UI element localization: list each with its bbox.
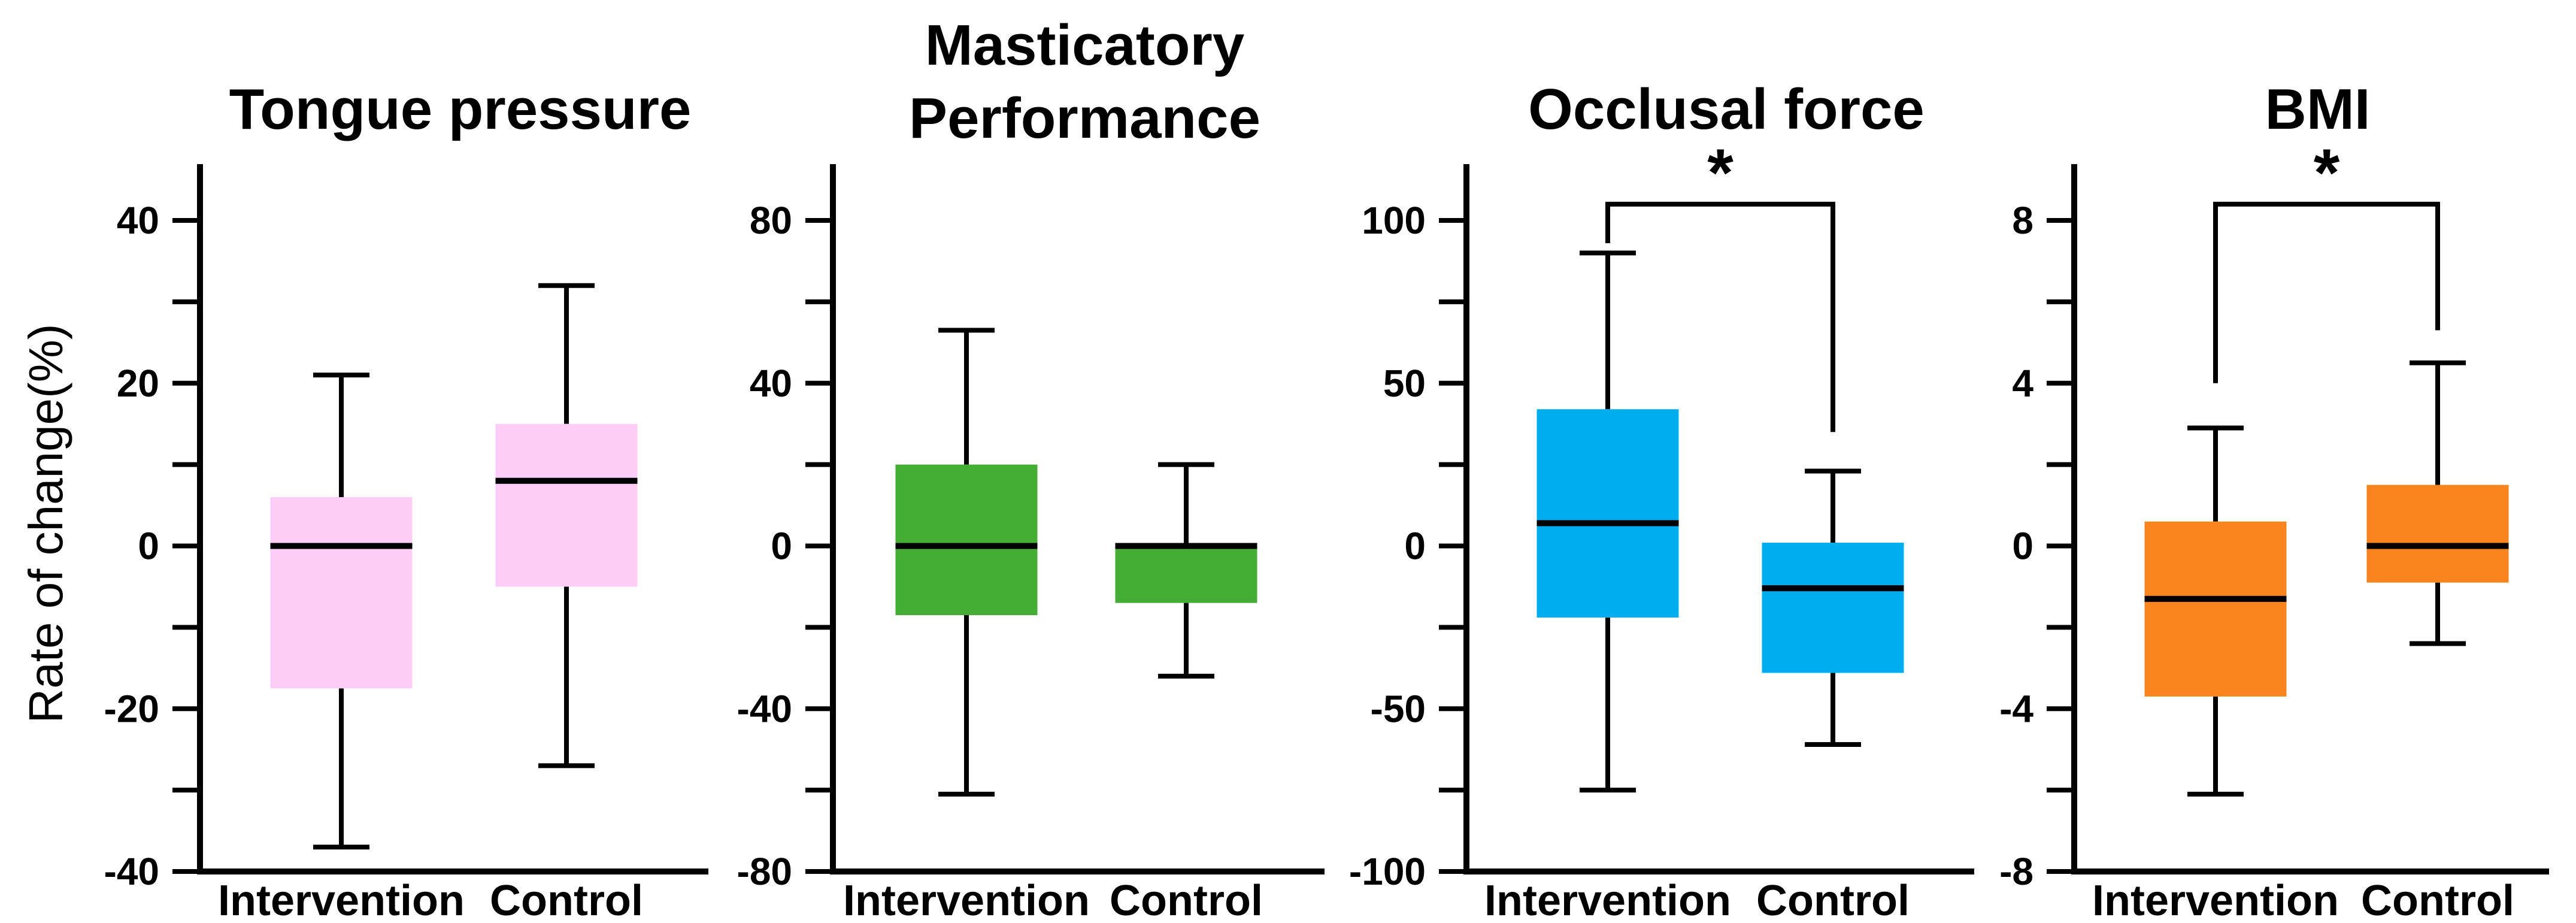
tick-label: 0	[1404, 525, 1426, 568]
panel-title: Tongue pressure	[229, 77, 692, 141]
category-label-control: Control	[1110, 877, 1263, 923]
panel-title-line2: Performance	[909, 86, 1260, 150]
category-label-intervention: Intervention	[218, 877, 465, 923]
tick-label: -40	[737, 687, 793, 730]
category-label-control: Control	[2361, 877, 2514, 923]
tick-label: -80	[737, 850, 793, 893]
category-label-intervention: Intervention	[843, 877, 1090, 923]
box-intervention	[1536, 409, 1679, 618]
tick-label: 40	[750, 362, 792, 405]
box-control	[495, 423, 638, 587]
box-control	[2366, 485, 2509, 583]
tick-label: -50	[1371, 687, 1426, 730]
panel-title: BMI	[2265, 77, 2371, 141]
tick-label: 100	[1362, 199, 1426, 242]
tick-label: 20	[117, 362, 159, 405]
box-intervention	[895, 464, 1038, 615]
tick-label: 0	[2012, 525, 2033, 568]
tick-label: 0	[138, 525, 159, 568]
tick-label: -4	[1999, 687, 2033, 730]
category-label-intervention: Intervention	[1484, 877, 1731, 923]
significance-star: *	[1707, 135, 1734, 210]
significance-star: *	[2314, 135, 2340, 210]
box-intervention	[270, 497, 413, 689]
panel-title-line1: Masticatory	[925, 13, 1245, 77]
tick-label: 40	[117, 199, 159, 242]
tick-label: 4	[2012, 362, 2033, 405]
panel-title: Occlusal force	[1528, 77, 1925, 141]
box-control	[1115, 546, 1257, 603]
tick-label: -8	[1999, 850, 2033, 893]
category-label-control: Control	[490, 877, 643, 923]
tick-label: 80	[750, 199, 792, 242]
tick-label: 50	[1383, 362, 1426, 405]
tick-label: 0	[771, 525, 792, 568]
significance-bracket	[1605, 201, 1835, 432]
box-intervention	[2144, 521, 2287, 697]
category-label-control: Control	[1756, 877, 1910, 923]
y-axis-label: Rate of change(%)	[19, 323, 72, 724]
significance-bracket	[2213, 201, 2440, 383]
tick-label: -20	[104, 687, 160, 730]
tick-label: -100	[1349, 850, 1426, 893]
tick-label: -40	[104, 850, 160, 893]
box-control	[1762, 543, 1904, 673]
tick-label: 8	[2012, 199, 2033, 242]
category-label-intervention: Intervention	[2092, 877, 2339, 923]
